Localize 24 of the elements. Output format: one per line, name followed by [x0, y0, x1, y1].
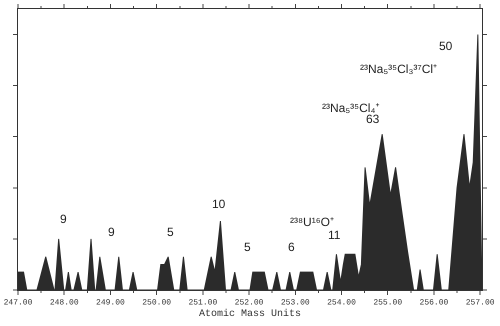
x-tick-label: 256.00	[420, 298, 449, 308]
annotation: ²³Na₅³⁵Cl₄⁺	[322, 101, 380, 115]
x-tick-label: 251.00	[188, 298, 218, 308]
annotation: 10	[212, 197, 226, 211]
x-tick-label: 252.00	[234, 298, 264, 308]
x-tick-label: 257.00	[466, 298, 495, 308]
annotation: 11	[328, 228, 341, 242]
annotation: ²³Na₅³⁵Cl₃³⁷Cl⁺	[360, 62, 438, 76]
x-axis-title: Atomic Mass Units	[198, 308, 302, 320]
annotation: 5	[167, 225, 174, 239]
x-tick-label: 249.00	[96, 298, 126, 308]
x-tick-label: 254.00	[327, 298, 356, 308]
x-tick-label: 250.00	[142, 298, 172, 308]
x-tick-label: 255.00	[373, 298, 402, 308]
annotation: 6	[288, 240, 295, 254]
annotation: 5	[244, 240, 251, 254]
annotation: 50	[439, 39, 453, 53]
x-tick-label: 248.00	[50, 298, 79, 308]
annotation: 63	[366, 112, 380, 126]
annotation: ²³⁸U¹⁶O⁺	[290, 215, 334, 229]
annotation: 9	[108, 225, 115, 239]
x-tick-label: 253.00	[280, 298, 310, 308]
x-tick-label: 247.00	[4, 298, 33, 308]
annotation: 9	[60, 212, 67, 226]
